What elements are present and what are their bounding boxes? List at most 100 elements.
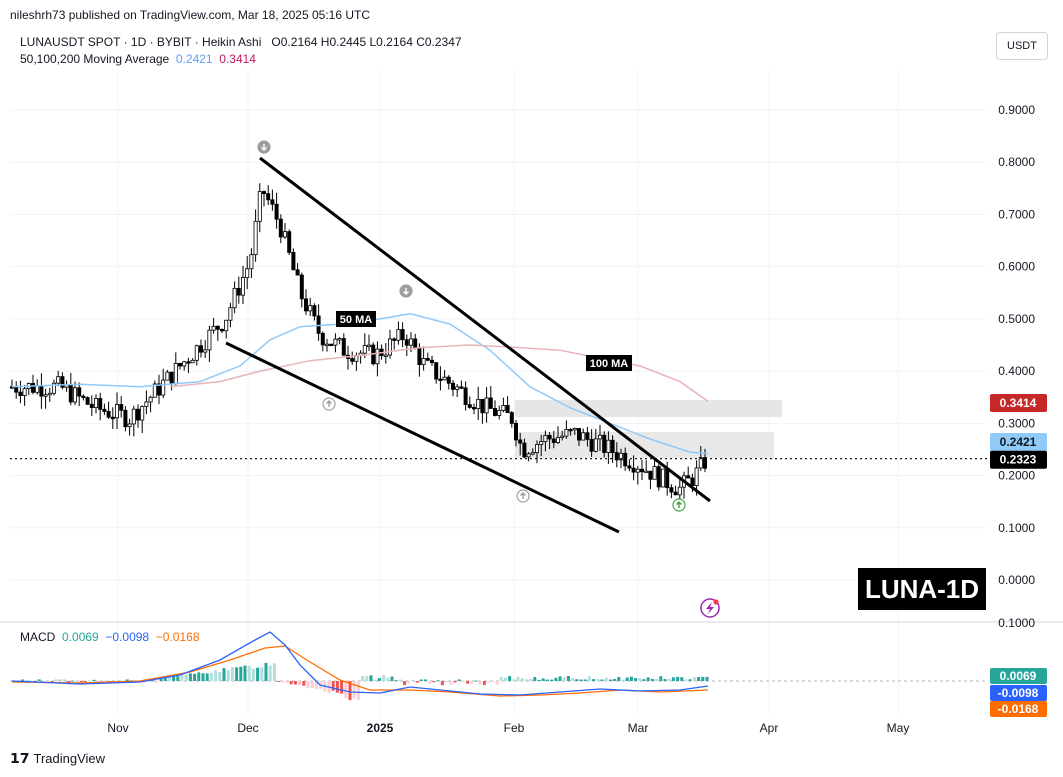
macd-histogram-bar [62,679,66,681]
candle-body [39,385,44,397]
macd-histogram-bar [655,678,659,681]
macd-histogram-bar [272,663,276,681]
macd-histogram-bar [487,681,491,683]
candle-body [77,387,82,397]
macd-histogram-bar [604,677,608,681]
candle-body [68,384,73,403]
macd-signal-line [11,645,709,697]
macd-histogram-bar [130,679,134,681]
candle-body [207,329,212,351]
ma-100-annotation-box [586,355,632,371]
legend-symbol: LUNAUSDT SPOT · 1D · BYBIT · Heikin Ashi [20,35,262,49]
macd-histogram-bar [243,665,247,681]
macd-histogram-bar [566,676,570,681]
macd-histogram-bar [600,679,604,681]
x-tick-label: Feb [504,721,525,735]
candle-body [690,477,695,486]
macd-histogram-bar [424,679,428,681]
macd-histogram-bar [289,681,293,685]
macd-histogram-bar [214,670,218,681]
macd-histogram-bar [356,681,360,700]
candle-body [589,438,594,452]
candle-body [429,359,434,364]
wedge-upper-trendline [259,156,711,503]
macd-histogram-bar [671,677,675,681]
macd-histogram-bar [587,676,591,681]
candle-body [543,434,548,442]
candle-body [408,338,413,346]
macd-histogram-bar [512,679,516,681]
candle-body [404,339,409,346]
candle-body [665,468,670,489]
ma-100-annotation: 100 MA [590,358,629,370]
legend-ohlc: O0.2164 H0.2445 L0.2164 C0.2347 [271,35,462,49]
candle-body [177,362,182,367]
pivot-high-marker-arrow-icon [261,144,267,151]
macd-histogram-bar [230,667,234,681]
candle-body [257,191,262,222]
y-tick-label: 0.4000 [998,364,1035,378]
alert-bolt-icon [700,598,720,618]
candle-body [392,338,397,341]
candle-body [186,361,191,364]
macd-histogram-bar [251,668,255,681]
macd-histogram-bar [83,681,87,682]
publisher-line: nileshrh73 published on TradingView.com,… [10,8,370,22]
candle-body [312,305,317,317]
candle-body [568,429,573,432]
candle-body [593,438,598,452]
macd-histogram-bar [394,680,398,682]
candle-body [30,383,35,393]
candle-body [274,203,279,220]
candle-body [476,398,481,410]
macd-histogram-bar [608,679,612,681]
candle-body [551,438,556,443]
macd-histogram-bar [634,678,638,681]
pivot-low-marker-arrow-icon [520,492,526,499]
macd-histogram-bar [281,681,285,683]
macd-legend: MACD 0.0069 −0.0098 −0.0168 [20,630,200,644]
candle-body [190,359,195,364]
macd-histogram-bar [302,681,306,686]
macd-histogram-bar [701,676,705,681]
macd-histogram-bar [285,681,289,684]
y-tick-label: 0.9000 [998,103,1035,117]
macd-histogram-bar [453,681,457,683]
candle-body [198,345,203,353]
macd-histogram-bar [151,680,155,682]
macd-histogram-bar [314,681,318,690]
macd-price-label: -0.0098 [998,686,1039,700]
candle-body [98,398,103,410]
macd-histogram-bar [58,679,62,681]
candle-body [539,441,544,445]
currency-button[interactable]: USDT [996,32,1048,60]
macd-histogram-bar [533,677,537,681]
macd-histogram-bar [361,675,365,681]
macd-histogram-bar [625,677,629,681]
candle-body [463,387,468,406]
macd-histogram-bar [104,680,108,682]
candle-body [182,361,187,367]
macd-histogram-bar [71,680,75,682]
ma-100-line [169,344,709,403]
macd-histogram-bar [348,681,352,701]
candle-body [396,329,401,341]
macd-histogram-bar [676,676,680,681]
macd-histogram-bar [440,681,444,686]
macd-histogram-bar [428,681,432,684]
candle-body [425,358,430,361]
candle-body [535,444,540,454]
legend-symbol-row: LUNAUSDT SPOT · 1D · BYBIT · Heikin Ashi… [20,35,462,49]
candle-body [518,439,523,444]
candle-body [106,411,111,418]
macd-histogram-bar [575,679,579,681]
macd-histogram-bar [20,679,24,681]
candle-body [598,434,603,440]
macd-histogram-bar [659,676,663,681]
macd-histogram-bar [592,679,596,681]
candle-body [501,405,506,411]
macd-histogram-bar [29,680,33,682]
macd-histogram-bar [495,681,499,685]
macd-histogram-bar [617,677,621,681]
